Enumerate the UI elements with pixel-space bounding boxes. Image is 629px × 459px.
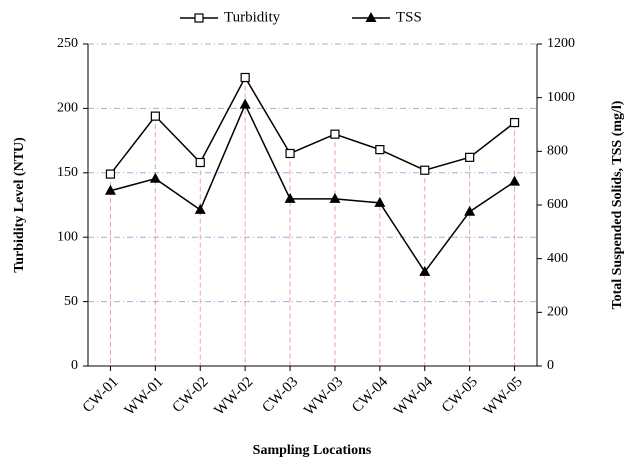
data-point	[150, 111, 160, 121]
data-point	[105, 169, 116, 179]
data-point	[509, 117, 520, 128]
series-line	[109, 75, 516, 175]
y2-tick-label: 400	[547, 251, 568, 266]
y-tick-label: 200	[57, 101, 78, 116]
y-axis-label: Turbidity Level (NTU)	[12, 137, 27, 273]
data-point	[465, 152, 475, 162]
y-tick-label: 250	[57, 36, 78, 51]
data-point	[195, 157, 205, 168]
legend-marker	[365, 12, 377, 22]
data-point	[464, 205, 476, 216]
y2-tick-label: 600	[547, 197, 568, 212]
y2-tick-label: 1000	[547, 90, 575, 105]
data-point	[509, 175, 521, 186]
y2-tick-label: 0	[547, 358, 554, 373]
data-point	[375, 145, 385, 155]
data-point	[284, 192, 296, 203]
data-point	[419, 265, 431, 276]
data-point	[104, 184, 116, 195]
legend-marker	[194, 13, 204, 23]
data-point	[329, 192, 341, 203]
data-point	[285, 148, 295, 159]
y-tick-label: 100	[57, 229, 78, 244]
y-tick-label: 150	[57, 165, 78, 180]
x-axis-label: Sampling Locations	[253, 443, 372, 458]
data-point	[330, 129, 340, 139]
legend-label: TSS	[396, 9, 422, 25]
data-point	[194, 203, 206, 214]
data-point	[240, 72, 250, 83]
legend-label: Turbidity	[224, 9, 281, 25]
y2-tick-label: 200	[547, 305, 568, 320]
data-point	[374, 196, 386, 207]
y2-axis-label: Total Suspended Solids, TSS (mg/l)	[610, 100, 625, 309]
y2-tick-label: 1200	[547, 36, 575, 51]
data-point	[420, 165, 430, 175]
data-point	[239, 98, 251, 109]
y2-tick-label: 800	[547, 144, 568, 159]
data-point	[149, 172, 161, 183]
y-tick-label: 0	[71, 358, 78, 373]
series-line	[110, 102, 515, 274]
y-tick-label: 50	[64, 294, 78, 309]
